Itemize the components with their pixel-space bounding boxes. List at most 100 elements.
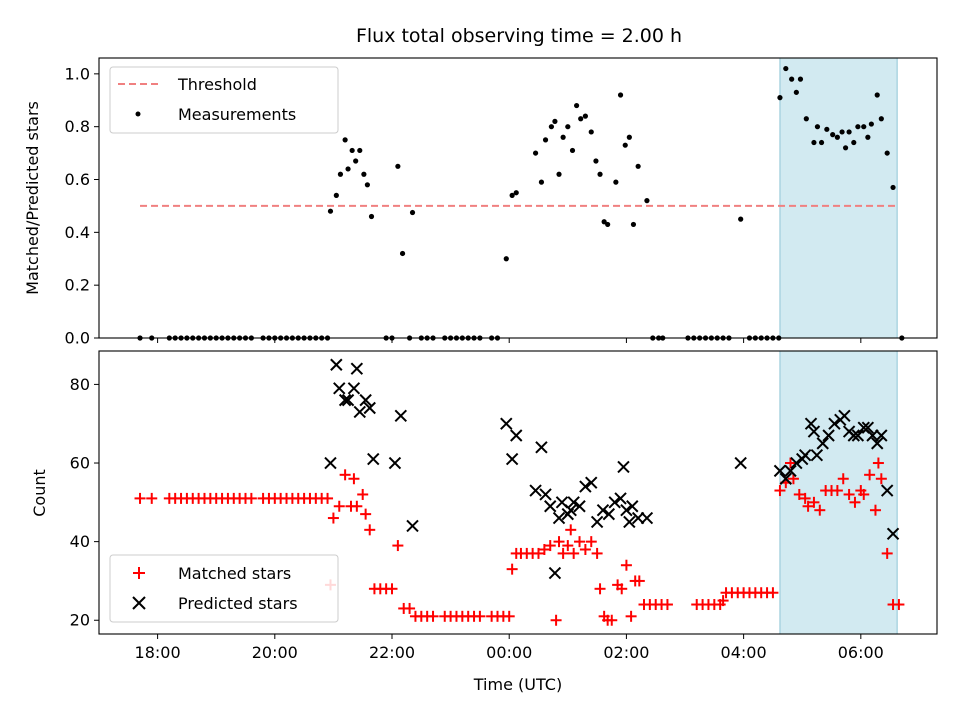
measurement-point bbox=[803, 116, 809, 122]
bottom-y-tick-label: 20 bbox=[70, 611, 90, 630]
matched-star-point bbox=[574, 536, 586, 548]
measurement-point bbox=[868, 121, 874, 127]
matched-star-point bbox=[881, 547, 893, 559]
predicted-star-point bbox=[388, 456, 402, 470]
bottom-legend-box bbox=[109, 554, 339, 623]
predicted-star-point bbox=[871, 437, 884, 450]
predicted-star-point bbox=[816, 437, 829, 450]
measurement-point bbox=[824, 126, 830, 132]
predicted-star-point bbox=[567, 496, 580, 509]
measurement-point bbox=[626, 134, 632, 140]
predicted-star-point bbox=[773, 464, 787, 478]
matched-star-point bbox=[553, 536, 565, 548]
measurement-point bbox=[357, 147, 363, 154]
measurement-point bbox=[588, 129, 594, 135]
predicted-star-point bbox=[596, 503, 610, 517]
matched-star-point bbox=[245, 492, 257, 504]
measurement-point bbox=[342, 137, 348, 143]
measurement-point bbox=[834, 134, 840, 140]
measurement-point bbox=[861, 124, 867, 130]
legend-predicted-label: Predicted stars bbox=[178, 594, 298, 613]
predicted-star-point bbox=[564, 503, 577, 517]
measurement-point bbox=[560, 134, 566, 140]
measurement-point bbox=[890, 184, 896, 191]
measurement-point bbox=[846, 129, 852, 135]
matched-star-point bbox=[533, 547, 545, 559]
matched-star-point bbox=[585, 536, 597, 548]
predicted-star-point bbox=[535, 441, 548, 454]
matched-star-point bbox=[616, 583, 628, 595]
predicted-star-point bbox=[585, 476, 598, 489]
measurement-point bbox=[597, 171, 603, 177]
matched-star-point bbox=[503, 610, 515, 622]
measurement-point bbox=[538, 179, 545, 185]
measurement-point bbox=[865, 134, 871, 140]
predicted-star-point bbox=[602, 507, 616, 521]
measurement-point bbox=[777, 95, 783, 101]
measurement-point bbox=[738, 216, 744, 222]
matched-star-point bbox=[591, 547, 603, 559]
matched-star-point bbox=[814, 504, 826, 516]
bottom-y-tick-label: 40 bbox=[70, 532, 90, 551]
matched-star-point bbox=[392, 540, 404, 552]
predicted-star-point bbox=[500, 417, 513, 430]
bottom-y-tick-label: 80 bbox=[70, 375, 90, 394]
matched-star-point bbox=[606, 614, 618, 626]
measurement-point bbox=[630, 221, 637, 228]
top-y-axis-label: Matched/Predicted stars bbox=[23, 101, 42, 295]
predicted-star-point bbox=[573, 500, 586, 513]
predicted-star-point bbox=[347, 382, 361, 395]
matched-star-point bbox=[875, 473, 887, 485]
matched-star-point bbox=[831, 485, 843, 497]
measurement-point bbox=[617, 92, 624, 98]
legend-measurements-swatch bbox=[135, 111, 141, 117]
predicted-star-point bbox=[406, 519, 419, 533]
matched-star-point bbox=[893, 599, 905, 611]
matched-star-point bbox=[339, 469, 351, 481]
predicted-star-point bbox=[734, 456, 747, 470]
predicted-star-point bbox=[548, 566, 562, 580]
matched-star-point bbox=[404, 602, 416, 614]
matched-star-point bbox=[802, 500, 814, 512]
measurement-point bbox=[503, 256, 509, 262]
measurement-point bbox=[345, 166, 351, 172]
measurement-point bbox=[878, 116, 884, 122]
predicted-star-point bbox=[875, 429, 888, 442]
predicted-star-point bbox=[394, 409, 408, 423]
measurement-point bbox=[565, 124, 571, 130]
measurement-point bbox=[578, 116, 584, 122]
matched-star-point bbox=[360, 508, 372, 520]
matched-star-point bbox=[849, 496, 861, 508]
measurement-point bbox=[532, 150, 539, 156]
measurement-point bbox=[574, 102, 580, 109]
predicted-star-point bbox=[590, 515, 604, 529]
predicted-star-point bbox=[810, 448, 824, 462]
measurement-point bbox=[874, 92, 880, 98]
measurement-point bbox=[622, 142, 628, 148]
matched-star-point bbox=[625, 610, 637, 622]
predicted-star-point bbox=[626, 500, 639, 513]
matched-star-point bbox=[633, 575, 645, 587]
x-tick-label: 06:00 bbox=[838, 643, 884, 662]
top-y-tick-label: 0.6 bbox=[65, 170, 90, 189]
matched-star-point bbox=[808, 496, 820, 508]
predicted-star-point bbox=[784, 464, 797, 478]
measurement-point bbox=[797, 76, 804, 82]
matched-star-point bbox=[568, 547, 580, 559]
x-tick-label: 22:00 bbox=[369, 643, 415, 662]
measurement-point bbox=[542, 137, 549, 143]
matched-star-point bbox=[594, 583, 606, 595]
measurement-point bbox=[509, 192, 515, 198]
matched-star-point bbox=[579, 543, 591, 555]
measurement-point bbox=[361, 171, 367, 177]
bottom-y-axis-label: Count bbox=[30, 469, 49, 517]
predicted-star-point bbox=[886, 527, 900, 540]
measurement-point bbox=[395, 163, 401, 169]
measurement-point bbox=[349, 147, 355, 154]
matched-star-point bbox=[784, 457, 796, 469]
x-tick-label: 20:00 bbox=[252, 643, 298, 662]
measurement-point bbox=[582, 113, 588, 119]
measurement-point bbox=[613, 179, 619, 185]
predicted-star-point bbox=[847, 429, 860, 442]
measurement-point bbox=[548, 124, 555, 130]
